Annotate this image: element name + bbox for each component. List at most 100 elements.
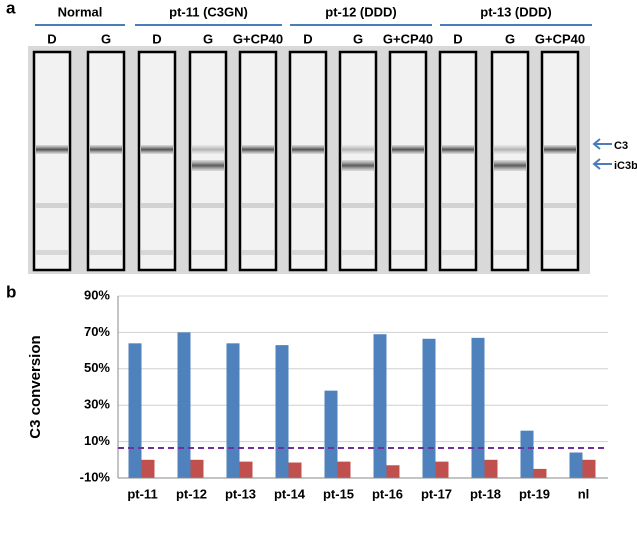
lane-label: G+CP40 [383, 31, 433, 46]
faint-band [90, 203, 122, 208]
faint-band [192, 250, 224, 255]
band [192, 160, 224, 171]
band [494, 145, 526, 154]
lane [438, 50, 478, 272]
bar [177, 332, 191, 478]
lane [238, 50, 278, 272]
faint-band [242, 250, 274, 255]
marker-label: iC3b [614, 160, 637, 172]
faint-band [494, 250, 526, 255]
faint-band [90, 250, 122, 255]
bar [582, 459, 596, 478]
bar [386, 465, 400, 478]
bar [373, 334, 387, 478]
y-tick-label: 30% [84, 397, 110, 412]
x-tick-label: pt-15 [323, 486, 354, 501]
x-tick-label: pt-11 [127, 486, 157, 501]
band [242, 145, 274, 154]
lane [388, 50, 428, 272]
x-tick-label: pt-14 [274, 486, 306, 501]
band [494, 160, 526, 171]
lane-label: D [453, 31, 462, 46]
y-axis-title: C3 conversion [27, 335, 44, 438]
lane-label: G+CP40 [233, 31, 283, 46]
bar [239, 461, 253, 478]
bar [226, 343, 240, 478]
x-tick-label: pt-13 [225, 486, 256, 501]
faint-band [292, 250, 324, 255]
group-label: Normal [58, 4, 103, 19]
band [192, 145, 224, 154]
faint-band [544, 203, 576, 208]
group-label: pt-12 (DDD) [325, 4, 397, 19]
lane-label: G+CP40 [535, 31, 585, 46]
marker-label: C3 [614, 140, 628, 152]
faint-band [342, 250, 374, 255]
band [544, 145, 576, 154]
bar [288, 462, 302, 478]
lane [288, 50, 328, 272]
y-tick-label: 70% [84, 324, 110, 339]
band [342, 160, 374, 171]
x-tick-label: nl [578, 486, 590, 501]
lane-label: D [303, 31, 312, 46]
lane-label: D [152, 31, 161, 46]
bar [484, 459, 498, 478]
faint-band [392, 250, 424, 255]
bar [128, 343, 142, 478]
lane [86, 50, 126, 272]
marker-arrows [592, 138, 612, 170]
faint-band [494, 203, 526, 208]
bar [471, 337, 485, 478]
band [292, 145, 324, 154]
lane-label: G [101, 31, 111, 46]
bar [435, 461, 449, 478]
panel-label: b [6, 282, 16, 301]
bar [337, 461, 351, 478]
x-tick-label: pt-19 [519, 486, 550, 501]
panel-label: a [6, 0, 16, 17]
faint-band [141, 250, 173, 255]
faint-band [141, 203, 173, 208]
bar [190, 459, 204, 478]
band [342, 145, 374, 154]
faint-band [442, 250, 474, 255]
bar [275, 345, 289, 478]
x-tick-label: pt-17 [421, 486, 452, 501]
lane-label: G [353, 31, 363, 46]
lane-label: D [47, 31, 56, 46]
lane-label: G [505, 31, 515, 46]
faint-band [392, 203, 424, 208]
group-label: pt-11 (C3GN) [169, 4, 248, 19]
bar [520, 430, 534, 478]
faint-band [36, 250, 68, 255]
lane [32, 50, 72, 272]
band [90, 145, 122, 154]
x-tick-label: pt-12 [176, 486, 207, 501]
faint-band [342, 203, 374, 208]
gel: Normal pt-11 (C3GN) pt-12 (DDD) pt-13 (DDD)… [32, 4, 592, 272]
bar [324, 390, 338, 478]
band [392, 145, 424, 154]
bar [533, 468, 547, 478]
lane [540, 50, 580, 272]
x-tick-label: pt-16 [372, 486, 403, 501]
lane-label: G [203, 31, 213, 46]
faint-band [292, 203, 324, 208]
faint-band [442, 203, 474, 208]
bar-chart: -10% 10% 30% 50% 70% 90% C3 conversion pt-11 pt-… [27, 287, 608, 501]
faint-band [192, 203, 224, 208]
y-tick-label: -10% [80, 469, 111, 484]
faint-band [242, 203, 274, 208]
band [141, 145, 173, 154]
y-tick-label: 90% [84, 287, 110, 302]
x-tick-label: pt-18 [470, 486, 501, 501]
bar [569, 452, 583, 478]
group-label: pt-13 (DDD) [480, 4, 552, 19]
band [36, 145, 68, 154]
lane [137, 50, 177, 272]
faint-band [36, 203, 68, 208]
faint-band [544, 250, 576, 255]
bar [141, 459, 155, 478]
